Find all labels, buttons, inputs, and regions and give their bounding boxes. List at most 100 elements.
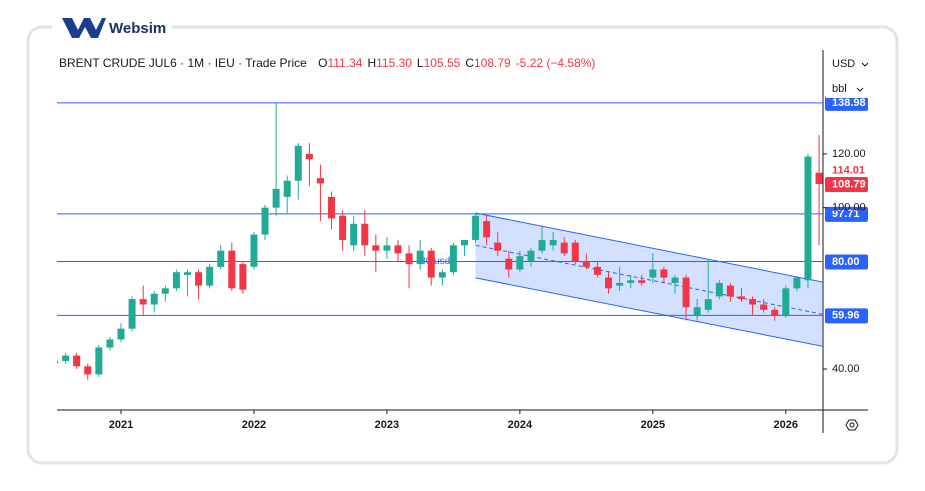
y-tick-label: 100.00 <box>832 202 866 214</box>
candle-body <box>405 253 413 265</box>
ohlc-key: H <box>367 56 376 70</box>
candle-body <box>771 309 779 316</box>
settings-button[interactable] <box>845 419 859 431</box>
level-badge <box>825 206 868 222</box>
chevron <box>856 87 864 92</box>
level-label: 138.98 <box>832 97 866 109</box>
candle-body <box>206 266 214 286</box>
y-tick-label: 40.00 <box>832 363 860 375</box>
channel-lower <box>475 277 823 347</box>
level-label: 97.71 <box>832 208 860 220</box>
candle-body <box>649 269 657 278</box>
candle-body <box>217 250 225 267</box>
settings-icon <box>845 419 859 431</box>
candle-body <box>760 304 768 310</box>
settings-dot <box>849 422 855 428</box>
candle-body <box>283 180 291 197</box>
x-tick-label: 2025 <box>641 419 665 431</box>
chevron <box>861 62 869 67</box>
level-badge <box>825 95 868 111</box>
candle-body <box>660 269 668 278</box>
candle-body <box>438 272 446 278</box>
candle-body <box>372 245 380 251</box>
candle-body <box>737 296 745 300</box>
candle-body <box>449 245 457 273</box>
candle-body <box>294 145 302 181</box>
axes: 138.98 97.71 80.00 59.96 40.00 100.00 120.00 11… <box>109 95 869 431</box>
x-tick-label: 2026 <box>774 419 798 431</box>
candle-body <box>726 285 734 297</box>
candle-body <box>261 207 269 235</box>
unit-select[interactable]: bbl <box>826 78 870 98</box>
candle-body <box>593 266 601 275</box>
candle-body <box>715 282 723 297</box>
candle-body <box>195 272 203 286</box>
ohlc-key: L <box>417 56 424 70</box>
candle-body <box>117 328 125 340</box>
candle-body <box>328 196 336 219</box>
x-tick-label: 2024 <box>508 419 533 431</box>
candle-body <box>316 178 324 184</box>
x-tick-label: 2022 <box>242 419 266 431</box>
ohlc-value: 115.30 <box>376 56 412 70</box>
logo[interactable]: Websim <box>62 18 166 38</box>
currency-select[interactable]: USD <box>832 58 869 70</box>
candle-body <box>239 264 247 290</box>
candle-body <box>627 280 635 283</box>
candle-body <box>172 272 180 289</box>
candle-body <box>305 153 313 160</box>
candle-body <box>605 277 613 289</box>
channel-upper <box>475 212 823 283</box>
y-tick-label: 120.00 <box>832 148 866 160</box>
candle-body <box>73 355 81 367</box>
currency: USD <box>832 58 855 70</box>
candle-body <box>350 223 358 246</box>
candle-body <box>128 299 136 329</box>
candle-body <box>749 299 757 305</box>
candle-body <box>704 299 712 310</box>
ohlc-key: O <box>318 56 327 70</box>
candle-body <box>815 172 823 185</box>
plot: 80 usd <box>57 102 823 380</box>
candle-body <box>250 234 258 267</box>
candle-body <box>638 280 646 283</box>
level-badge <box>825 308 868 324</box>
candle-body <box>57 360 59 364</box>
price-label: 108.79 <box>832 178 866 190</box>
candle-body <box>228 250 236 289</box>
ohlc-key: C <box>465 56 474 70</box>
level-badge <box>825 254 868 270</box>
candle-body <box>460 239 468 246</box>
candle-body <box>84 366 92 375</box>
header: BRENT CRUDE JUL6 · 1M · IEU · Trade Pric… <box>59 56 595 70</box>
candle-body <box>516 256 524 270</box>
candle-body <box>95 347 103 375</box>
candle-body <box>394 245 402 254</box>
annotation: 80 usd <box>420 256 450 267</box>
price-badge <box>825 177 868 193</box>
candle-body <box>150 293 158 305</box>
ohlc-value: 111.34 <box>328 56 363 70</box>
candle-body <box>527 250 535 262</box>
level-label: 80.00 <box>832 256 860 268</box>
candle-body <box>427 250 435 278</box>
candle-body <box>472 215 480 240</box>
candle-body <box>139 299 147 305</box>
candle-body <box>782 288 790 316</box>
candle-body <box>62 355 70 361</box>
candle-body <box>549 239 557 246</box>
candle-body <box>693 307 701 316</box>
symbol: BRENT CRUDE JUL6 · 1M · IEU · Trade Pric… <box>59 56 307 70</box>
x-tick-label: 2023 <box>375 419 399 431</box>
brand: Websim <box>109 20 166 37</box>
candle-body <box>383 245 391 251</box>
candle-body <box>560 242 568 254</box>
candle-body <box>671 277 679 283</box>
candle-body <box>793 277 801 289</box>
candle-body <box>106 339 114 348</box>
candle-body <box>161 288 169 294</box>
level-label: 59.96 <box>832 310 860 322</box>
logo-icon <box>62 18 106 38</box>
change: -5.22 (−4.58%) <box>516 56 596 70</box>
